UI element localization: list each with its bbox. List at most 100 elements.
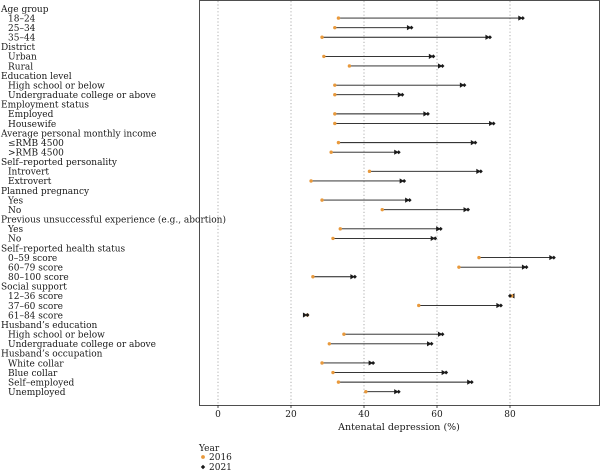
row-label: 12–36 score [8, 292, 63, 302]
row-label: Rural [8, 62, 33, 72]
x-tick-label: 60 [431, 410, 443, 420]
arrow-head [467, 379, 472, 385]
point-2016 [336, 380, 341, 384]
arrow-head [405, 197, 410, 203]
point-2021 [305, 313, 310, 318]
point-2016 [309, 179, 313, 183]
point-2021 [433, 236, 438, 241]
point-2021 [498, 303, 503, 308]
point-2016 [320, 198, 324, 202]
arrow-head [350, 274, 355, 280]
point-2016 [311, 275, 315, 279]
point-2021 [400, 92, 405, 97]
row-labels: Age group18–2425–3435–44DistrictUrbanRur… [0, 5, 226, 398]
point-2016 [367, 169, 372, 174]
group-label: Husband’s occupation [1, 350, 103, 360]
legend-swatch-2021 [200, 464, 206, 470]
arrow-head [428, 53, 434, 59]
point-2016 [336, 140, 341, 145]
point-2016 [347, 64, 352, 68]
point-2016 [331, 370, 335, 375]
point-2016 [336, 16, 341, 20]
row-label: Urban [8, 53, 37, 63]
point-2016 [333, 93, 337, 97]
arrow-head [463, 207, 469, 213]
point-2016 [457, 265, 461, 269]
arrow-head [485, 34, 490, 40]
point-2016 [333, 112, 337, 116]
arrow-head [423, 111, 428, 117]
point-2021 [520, 16, 525, 21]
x-tick-label: 40 [358, 410, 370, 420]
row-label: >RMB 4500 [8, 149, 64, 159]
arrow-head [399, 178, 405, 184]
group-label: Average personal monthly income [0, 129, 156, 139]
legend-label-2016: 2016 [209, 453, 232, 463]
point-2016 [331, 236, 335, 241]
arrow-head [518, 15, 523, 21]
point-2016 [380, 207, 384, 212]
legend-label-2021: 2021 [209, 463, 232, 473]
point-2016 [329, 150, 333, 154]
group-label: Self–reported personality [1, 158, 118, 168]
group-label: Self–reported health status [1, 244, 126, 254]
row-label: Unemployed [8, 388, 66, 398]
arrow-head [406, 25, 412, 31]
x-tick-label: 80 [504, 410, 516, 420]
point-2021 [396, 389, 401, 394]
point-2021 [371, 360, 376, 365]
arrow-head [437, 331, 443, 337]
gridlines [199, 0, 600, 406]
data-marks [302, 15, 556, 395]
row-label: ≤RMB 4500 [8, 139, 64, 149]
row-label: Yes [7, 225, 23, 235]
row-label: 0–59 score [8, 254, 57, 264]
point-2021 [440, 63, 445, 68]
point-2016 [333, 121, 337, 126]
row-label: Introvert [8, 168, 49, 178]
legend-swatch-2016 [201, 455, 205, 459]
point-2016 [417, 303, 421, 308]
plot-border [199, 0, 600, 406]
row-label: White collar [8, 359, 64, 369]
x-tick-label: 0 [215, 410, 221, 420]
row-label: 37–60 score [8, 302, 63, 312]
arrow-head [368, 360, 374, 366]
row-label: 60–79 score [8, 263, 63, 273]
arrow-head [496, 302, 501, 309]
row-label: No [8, 206, 21, 216]
group-label: Education level [1, 72, 72, 82]
point-2021 [524, 265, 529, 270]
row-label: Employed [8, 110, 54, 120]
row-label: Extrovert [8, 177, 52, 187]
row-label: 35–44 [8, 34, 36, 44]
point-2016 [338, 227, 342, 231]
arrow-head [437, 63, 443, 69]
group-label: Planned pregnancy [1, 187, 90, 197]
point-2016 [333, 25, 337, 30]
row-label: 61–84 score [8, 311, 63, 321]
point-2021 [444, 370, 449, 375]
point-2021 [407, 198, 412, 203]
point-2021 [466, 207, 471, 212]
arrow-head [394, 389, 399, 395]
arrow-head [489, 120, 494, 127]
arrow-head [427, 341, 432, 347]
group-label: Previous unsuccessful experience (e.g., … [1, 215, 226, 226]
row-label: Housewife [8, 120, 56, 130]
group-label: Social support [1, 283, 67, 293]
arrow-head [430, 235, 436, 242]
x-tick-label: 20 [285, 410, 297, 420]
arrow-head [397, 92, 403, 98]
arrow-head [436, 226, 441, 232]
x-axis-title: Antenatal depression (%) [337, 422, 460, 433]
point-2021 [425, 111, 430, 116]
point-2021 [487, 35, 492, 40]
point-2021 [402, 178, 407, 183]
row-label: Self–employed [8, 378, 75, 388]
row-label: Undergraduate college or above [8, 340, 156, 350]
point-2021 [551, 255, 556, 260]
point-2021 [409, 25, 414, 30]
